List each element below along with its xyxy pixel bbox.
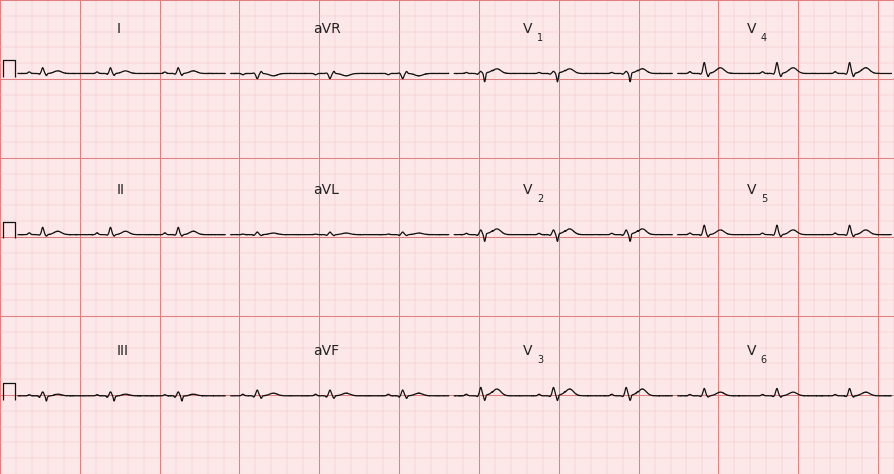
- Text: V: V: [746, 182, 756, 197]
- Text: V: V: [523, 344, 533, 358]
- Text: I: I: [116, 21, 120, 36]
- Text: 1: 1: [537, 33, 544, 43]
- Text: 6: 6: [761, 356, 767, 365]
- Text: aVL: aVL: [313, 182, 339, 197]
- Text: II: II: [116, 182, 124, 197]
- Text: V: V: [523, 21, 533, 36]
- Text: aVF: aVF: [313, 344, 339, 358]
- Text: 2: 2: [537, 194, 544, 204]
- Text: 5: 5: [761, 194, 767, 204]
- Text: V: V: [746, 21, 756, 36]
- Text: V: V: [746, 344, 756, 358]
- Text: III: III: [116, 344, 128, 358]
- Text: 3: 3: [537, 356, 544, 365]
- Text: V: V: [523, 182, 533, 197]
- Text: aVR: aVR: [313, 21, 341, 36]
- Text: 4: 4: [761, 33, 767, 43]
